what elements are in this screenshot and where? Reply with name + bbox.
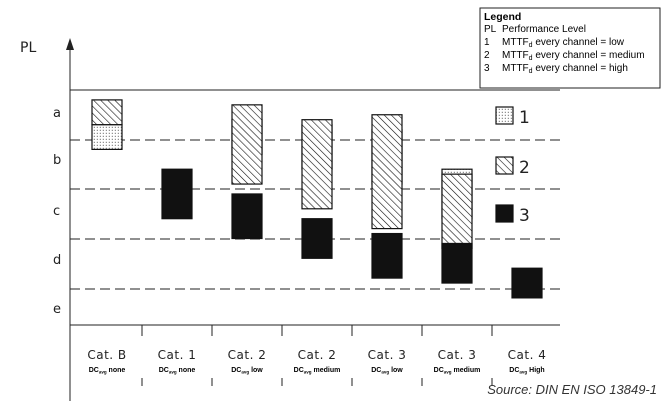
- legend-mttf-1: MTTF: [502, 37, 529, 48]
- key-3: 3: [495, 204, 530, 226]
- dc-prefix-3: DC: [231, 367, 241, 374]
- dc-sub-2: avg: [169, 370, 177, 375]
- legend-code-2: 2: [484, 50, 490, 61]
- legend-code-1: 1: [484, 37, 490, 48]
- dc-label-1: DCavg none: [89, 367, 126, 375]
- legend-title: Legend: [484, 11, 521, 23]
- legend-desc-1: every channel = low: [533, 37, 625, 48]
- dc-sub-6: avg: [444, 370, 452, 375]
- legend-mttf-sub-3: d: [529, 68, 533, 75]
- category-label-1: Cat. B: [87, 348, 126, 362]
- legend-frame: [479, 7, 661, 89]
- level-label-b: b: [53, 153, 61, 168]
- key-label-3: 3: [519, 206, 530, 226]
- dc-sub-5: avg: [381, 370, 389, 375]
- key-label-1: 1: [519, 108, 530, 128]
- dc-label-4: DCavg medium: [294, 367, 341, 375]
- dc-sub-4: avg: [304, 370, 312, 375]
- category-label-3: Cat. 2: [228, 348, 267, 362]
- key-swatch-3: [495, 204, 514, 223]
- legend-mttf-2: MTTF: [502, 50, 529, 61]
- legend-mttf-sub-2: d: [529, 55, 533, 62]
- dc-label-2: DCavg none: [159, 367, 196, 375]
- dc-level-7: High: [527, 367, 545, 374]
- legend-code-pl: PL: [484, 24, 497, 35]
- bar-series-2-cat-6: [441, 173, 473, 249]
- legend-text-2: MTTFd every channel = medium: [502, 50, 645, 62]
- dc-label-3: DCavg low: [231, 367, 263, 375]
- bar-series-2-cat-3: [231, 104, 263, 185]
- key-swatch-1: [495, 106, 514, 125]
- level-label-e: e: [53, 302, 61, 317]
- legend-text-1: MTTFd every channel = low: [502, 37, 625, 49]
- category-label-5: Cat. 3: [368, 348, 407, 362]
- dc-label-6: DCavg medium: [434, 367, 481, 375]
- dc-level-1: none: [107, 367, 126, 374]
- bar-series-3-cat-5: [371, 232, 403, 279]
- bar-series-2-cat-1: [91, 99, 123, 126]
- y-axis-arrow: [66, 38, 74, 50]
- legend-box: Legend PL Performance Level 1 MTTFd ever…: [479, 7, 661, 89]
- dc-level-5: low: [389, 367, 403, 374]
- bar-series-3-cat-3: [231, 193, 263, 240]
- level-label-d: d: [53, 253, 61, 268]
- key-2: 2: [495, 156, 530, 178]
- legend-mttf-sub-1: d: [529, 42, 533, 49]
- y-axis-label: PL: [20, 40, 36, 56]
- legend-desc-3: every channel = high: [533, 63, 628, 74]
- bar-series-2-cat-5: [371, 114, 403, 230]
- dc-label-5: DCavg low: [371, 367, 403, 375]
- key-label-2: 2: [519, 158, 530, 178]
- dc-level-6: medium: [452, 367, 481, 374]
- legend-code-3: 3: [484, 63, 490, 74]
- dc-prefix-2: DC: [159, 367, 169, 374]
- dc-sub-3: avg: [241, 370, 249, 375]
- dc-level-2: none: [177, 367, 196, 374]
- dc-prefix-1: DC: [89, 367, 99, 374]
- dc-prefix-7: DC: [509, 367, 519, 374]
- level-label-a: a: [53, 106, 61, 121]
- category-label-4: Cat. 2: [298, 348, 337, 362]
- dc-sub-7: avg: [519, 370, 527, 375]
- bar-series-3-cat-2: [161, 168, 193, 220]
- bar-series-3-cat-4: [301, 218, 333, 259]
- dc-level-3: low: [249, 367, 263, 374]
- key-1: 1: [495, 106, 530, 128]
- source-caption: Source: DIN EN ISO 13849-1: [487, 382, 657, 397]
- dc-label-7: DCavg High: [509, 367, 544, 375]
- bar-series-1-cat-1: [91, 124, 123, 151]
- category-label-7: Cat. 4: [508, 348, 547, 362]
- bar-series-3-cat-7: [511, 267, 543, 299]
- legend-desc-2: every channel = medium: [533, 50, 645, 61]
- bar-series-2-cat-4: [301, 119, 333, 210]
- legend-mttf-3: MTTF: [502, 63, 529, 74]
- bar-series-3-cat-6: [441, 242, 473, 284]
- dc-level-4: medium: [312, 367, 341, 374]
- dc-prefix-4: DC: [294, 367, 304, 374]
- dc-sub-1: avg: [99, 370, 107, 375]
- key-swatch-2: [495, 156, 514, 175]
- category-label-6: Cat. 3: [438, 348, 477, 362]
- level-label-c: c: [53, 204, 60, 219]
- dc-prefix-6: DC: [434, 367, 444, 374]
- legend-text-pl: Performance Level: [502, 24, 586, 35]
- dc-prefix-5: DC: [371, 367, 381, 374]
- legend-text-3: MTTFd every channel = high: [502, 63, 628, 75]
- category-label-2: Cat. 1: [158, 348, 197, 362]
